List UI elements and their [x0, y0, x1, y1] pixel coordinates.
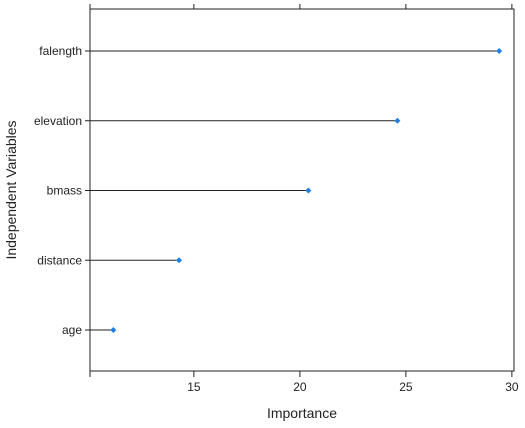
x-tick-label-15: 15 — [187, 380, 201, 394]
point-bmass — [305, 187, 312, 194]
x-ticks: 15 20 25 30 — [89, 4, 519, 394]
y-tick-label-distance: distance — [37, 253, 82, 267]
point-falength — [496, 48, 503, 54]
y-axis-label: Independent Variables — [3, 120, 19, 259]
x-tick-label-30: 30 — [505, 380, 519, 394]
point-age — [110, 327, 117, 333]
y-tick-label-age: age — [62, 323, 82, 337]
y-tick-label-bmass: bmass — [47, 184, 82, 198]
x-axis-label: Importance — [267, 405, 337, 421]
y-tick-labels: falength elevation bmass distance age — [34, 44, 82, 337]
y-tick-label-elevation: elevation — [34, 114, 82, 128]
point-distance — [176, 257, 183, 264]
x-tick-label-25: 25 — [399, 380, 413, 394]
points-group — [110, 48, 503, 333]
y-tick-label-falength: falength — [39, 44, 82, 58]
x-tick-label-20: 20 — [293, 380, 307, 394]
segments-group — [85, 50, 500, 331]
point-elevation — [394, 117, 401, 124]
